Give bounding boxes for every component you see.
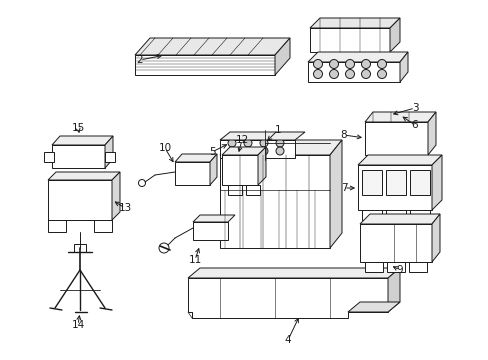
Polygon shape (307, 62, 399, 82)
Polygon shape (274, 38, 289, 75)
Polygon shape (347, 302, 399, 312)
Circle shape (260, 139, 267, 147)
Polygon shape (357, 155, 441, 165)
Circle shape (329, 59, 338, 68)
Bar (245, 185, 260, 195)
Polygon shape (112, 172, 120, 220)
Polygon shape (258, 147, 265, 185)
Polygon shape (222, 147, 265, 155)
Circle shape (138, 180, 145, 186)
Circle shape (361, 59, 370, 68)
Text: 4: 4 (284, 335, 291, 345)
Bar (227, 185, 242, 195)
Bar (409, 210, 429, 220)
Bar (74, 244, 86, 252)
Text: 14: 14 (71, 320, 84, 330)
Text: 15: 15 (71, 123, 84, 133)
Polygon shape (389, 18, 399, 52)
Bar (364, 262, 382, 272)
Polygon shape (222, 155, 258, 185)
Text: 12: 12 (235, 135, 248, 145)
Circle shape (275, 147, 284, 155)
Polygon shape (175, 162, 209, 185)
Bar (94, 220, 112, 232)
Text: 13: 13 (118, 203, 131, 213)
Text: 9: 9 (396, 265, 403, 275)
Polygon shape (220, 140, 341, 155)
Polygon shape (329, 140, 341, 248)
Polygon shape (431, 155, 441, 210)
Circle shape (227, 139, 236, 147)
Polygon shape (427, 112, 435, 155)
Polygon shape (52, 145, 105, 168)
Circle shape (329, 69, 338, 78)
Polygon shape (220, 132, 305, 140)
Text: 10: 10 (158, 143, 171, 153)
Polygon shape (387, 268, 399, 312)
Bar (385, 210, 405, 220)
Polygon shape (364, 112, 435, 122)
Bar (409, 170, 429, 195)
Text: 7: 7 (340, 183, 346, 193)
Circle shape (377, 59, 386, 68)
Polygon shape (135, 38, 289, 55)
Bar (408, 262, 426, 272)
Circle shape (260, 147, 267, 155)
Polygon shape (48, 172, 120, 180)
Polygon shape (359, 224, 431, 262)
Text: 11: 11 (188, 255, 201, 265)
Polygon shape (175, 154, 217, 162)
Bar (361, 210, 381, 220)
Bar (386, 262, 404, 272)
Circle shape (275, 139, 284, 147)
Polygon shape (364, 122, 427, 155)
Circle shape (345, 59, 354, 68)
Circle shape (345, 69, 354, 78)
Polygon shape (309, 28, 389, 52)
Circle shape (361, 69, 370, 78)
Circle shape (313, 59, 322, 68)
Circle shape (244, 139, 251, 147)
Polygon shape (357, 165, 431, 210)
Polygon shape (193, 215, 235, 222)
Bar (44, 152, 54, 162)
Polygon shape (52, 136, 113, 145)
Text: 2: 2 (137, 55, 143, 65)
Text: 3: 3 (411, 103, 417, 113)
Bar (105, 152, 115, 162)
Text: 1: 1 (274, 125, 281, 135)
Bar (385, 170, 405, 195)
Polygon shape (187, 268, 399, 278)
Text: 8: 8 (340, 130, 346, 140)
Polygon shape (135, 55, 274, 75)
Circle shape (313, 69, 322, 78)
Circle shape (244, 147, 251, 155)
Polygon shape (193, 222, 227, 240)
Circle shape (159, 243, 169, 253)
Bar (48, 220, 66, 232)
Polygon shape (307, 52, 407, 62)
Polygon shape (105, 136, 113, 168)
Polygon shape (187, 278, 387, 318)
Polygon shape (399, 52, 407, 82)
Polygon shape (220, 140, 294, 158)
Text: 6: 6 (411, 120, 417, 130)
Polygon shape (431, 214, 439, 262)
Polygon shape (359, 214, 439, 224)
Circle shape (227, 147, 236, 155)
Polygon shape (209, 154, 217, 185)
Polygon shape (220, 155, 329, 248)
Circle shape (377, 69, 386, 78)
Polygon shape (48, 180, 112, 220)
Polygon shape (309, 18, 399, 28)
Text: 5: 5 (208, 147, 215, 157)
Bar (361, 170, 381, 195)
